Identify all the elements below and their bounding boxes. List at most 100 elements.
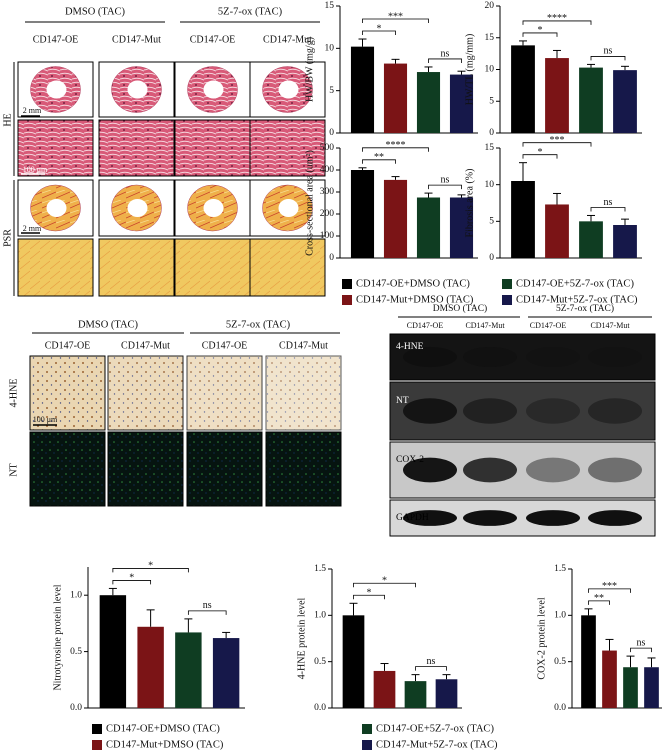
group-label: DMSO (TAC) (433, 303, 487, 314)
legend-label: CD147-Mut+DMSO (TAC) (106, 739, 224, 750)
significance-label: **** (547, 13, 567, 24)
micrograph (249, 238, 326, 297)
y-tick-label: 10 (325, 44, 335, 54)
significance-bracket (522, 142, 592, 147)
significance-label: * (148, 561, 153, 572)
y-tick-label: 0 (489, 128, 494, 138)
significance-bracket (362, 30, 396, 36)
legend-label: CD147-OE+DMSO (TAC) (356, 278, 470, 289)
significance-bracket (353, 594, 385, 600)
micrograph (249, 119, 326, 177)
significance-label: * (377, 23, 382, 34)
group-label: 5Z-7-ox (TAC) (556, 303, 614, 314)
legend-label: CD147-OE+5Z-7-ox (TAC) (376, 723, 494, 734)
bar (449, 197, 474, 258)
bar (581, 615, 596, 708)
bar (623, 667, 638, 708)
bar (99, 595, 127, 708)
significance-bracket (112, 580, 152, 585)
legend-label: CD147-OE+5Z-7-ox (TAC) (516, 278, 634, 289)
micrograph (98, 119, 175, 177)
significance-bracket (353, 582, 416, 588)
legend-swatch (362, 724, 372, 734)
significance-label: * (538, 25, 543, 36)
significance-label: ** (374, 152, 384, 163)
micrograph (107, 355, 184, 431)
scale-bar-label: 2 mm (23, 224, 42, 233)
column-label: CD147-OE (33, 34, 79, 45)
significance-label: * (538, 147, 543, 158)
blot-band (588, 457, 642, 483)
y-tick-label: 5 (329, 86, 334, 96)
significance-label: * (129, 573, 134, 584)
y-axis-label: COX-2 protein level (536, 597, 547, 679)
significance-label: *** (602, 581, 617, 592)
micrograph (265, 431, 342, 507)
significance-label: **** (386, 140, 406, 151)
row-label: NT (8, 463, 19, 476)
micrograph (17, 238, 94, 297)
bar (342, 615, 365, 708)
y-tick-label: 15 (325, 1, 335, 11)
y-axis-label: HW/TL (mg/mm) (464, 34, 475, 106)
bar (373, 670, 396, 708)
y-tick-label: 300 (320, 187, 335, 197)
blot-band (403, 398, 457, 424)
significance-bracket (362, 147, 429, 152)
significance-bracket (428, 58, 462, 63)
bar (350, 46, 375, 133)
significance-label: ns (441, 48, 450, 59)
bar (511, 45, 535, 134)
bar (613, 70, 637, 133)
blot-band (526, 398, 580, 424)
blot-band (463, 346, 517, 368)
micrograph (17, 119, 94, 177)
micrograph (186, 431, 263, 507)
significance-label: ns (604, 46, 613, 57)
blot-band (463, 510, 517, 526)
y-tick-label: 5 (489, 96, 494, 106)
bar (416, 72, 441, 133)
micrograph (265, 355, 342, 431)
column-label: CD147-Mut (263, 34, 312, 45)
y-tick-label: 200 (320, 209, 335, 219)
lumen (46, 199, 67, 217)
significance-bracket (588, 600, 610, 605)
bar (613, 225, 637, 258)
y-tick-label: 1.0 (70, 590, 82, 600)
row-label: 4-HNE (396, 342, 424, 352)
blot-band (588, 346, 642, 368)
significance-bracket (590, 207, 626, 212)
y-tick-label: 0.5 (554, 657, 566, 667)
row-label: 4-HNE (8, 379, 19, 408)
lumen (203, 199, 224, 217)
blot-band (403, 346, 457, 368)
blot-band (588, 398, 642, 424)
row-label: PSR (2, 229, 13, 247)
micrograph (174, 238, 251, 297)
y-tick-label: 20 (485, 1, 495, 11)
row-label: GAPDH (396, 513, 429, 523)
scale-bar-label: 100 μm (23, 165, 48, 174)
lumen (278, 80, 299, 99)
y-tick-label: 15 (485, 143, 495, 153)
lumen (278, 199, 299, 217)
significance-label: * (382, 576, 387, 587)
y-tick-label: 1.5 (554, 564, 566, 574)
bar (545, 58, 569, 133)
row-label: NT (396, 396, 409, 406)
row-label: HE (2, 113, 13, 126)
column-label: CD147-OE (407, 321, 444, 330)
blot-band (403, 457, 457, 483)
significance-bracket (588, 588, 631, 593)
significance-bracket (362, 159, 396, 164)
significance-bracket (522, 154, 558, 159)
micrograph (98, 238, 175, 297)
lumen (127, 199, 148, 217)
bar (449, 74, 474, 133)
column-label: CD147-Mut (121, 340, 170, 351)
y-tick-label: 0.0 (314, 703, 326, 713)
row-label: COX-2 (396, 455, 424, 465)
blot-strip (389, 333, 656, 381)
y-tick-label: 1.0 (554, 611, 566, 621)
